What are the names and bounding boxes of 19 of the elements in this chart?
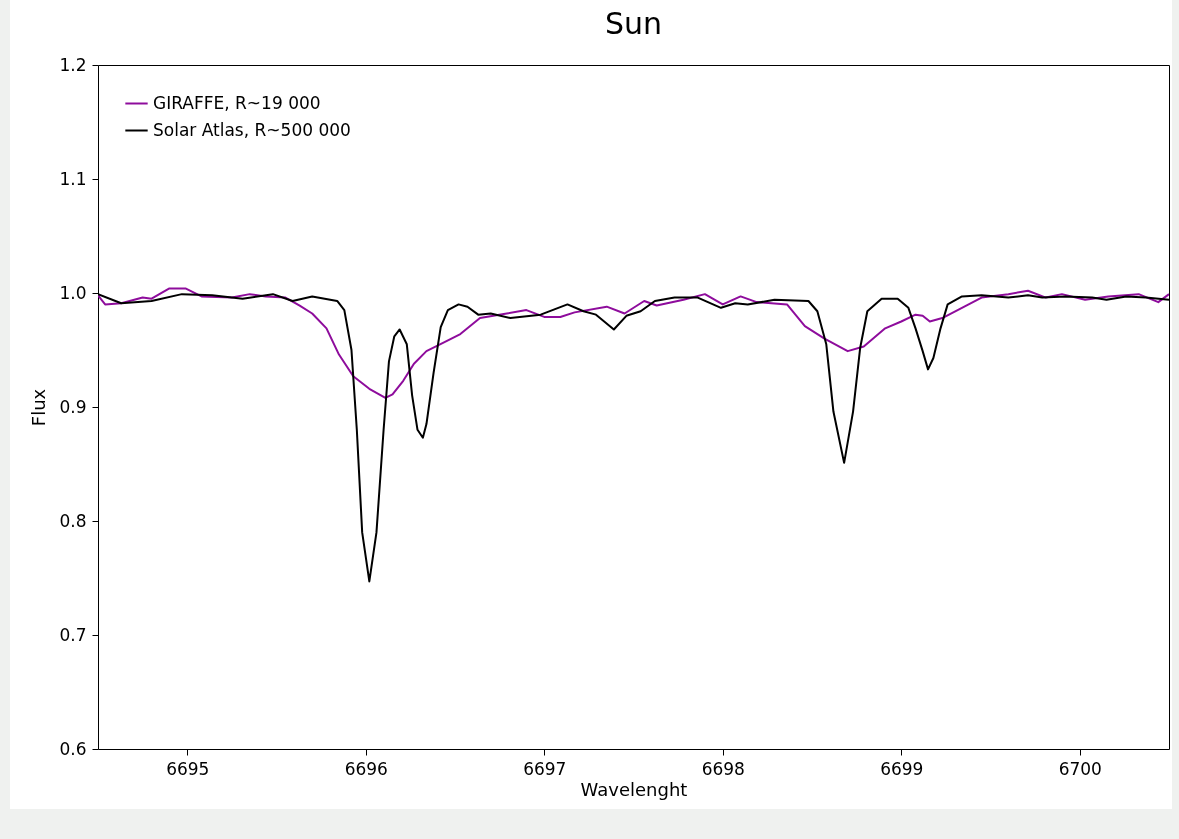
legend-label: Solar Atlas, R~500 000 <box>153 119 351 140</box>
x-tick-label: 6695 <box>166 758 210 779</box>
y-tick-label: 1.2 <box>59 54 87 75</box>
y-tick-label: 0.9 <box>59 396 87 417</box>
y-axis-title: Flux <box>28 388 50 427</box>
x-tick-label: 6698 <box>701 758 745 779</box>
y-tick-label: 1.1 <box>59 168 87 189</box>
x-tick-label: 6700 <box>1058 758 1102 779</box>
y-tick-label: 1.0 <box>59 282 87 303</box>
x-axis-title: Wavelenght <box>580 778 688 800</box>
x-tick-label: 6696 <box>344 758 388 779</box>
line-series <box>98 287 1169 399</box>
y-tick-label: 0.8 <box>59 510 87 531</box>
y-tick-label: 0.7 <box>59 624 87 645</box>
legend-label: GIRAFFE, R~19 000 <box>153 92 321 113</box>
chart-title: Sun <box>604 6 663 41</box>
y-tick-label: 0.6 <box>59 738 87 759</box>
x-tick-label: 6699 <box>880 758 924 779</box>
x-tick-label: 6697 <box>523 758 567 779</box>
